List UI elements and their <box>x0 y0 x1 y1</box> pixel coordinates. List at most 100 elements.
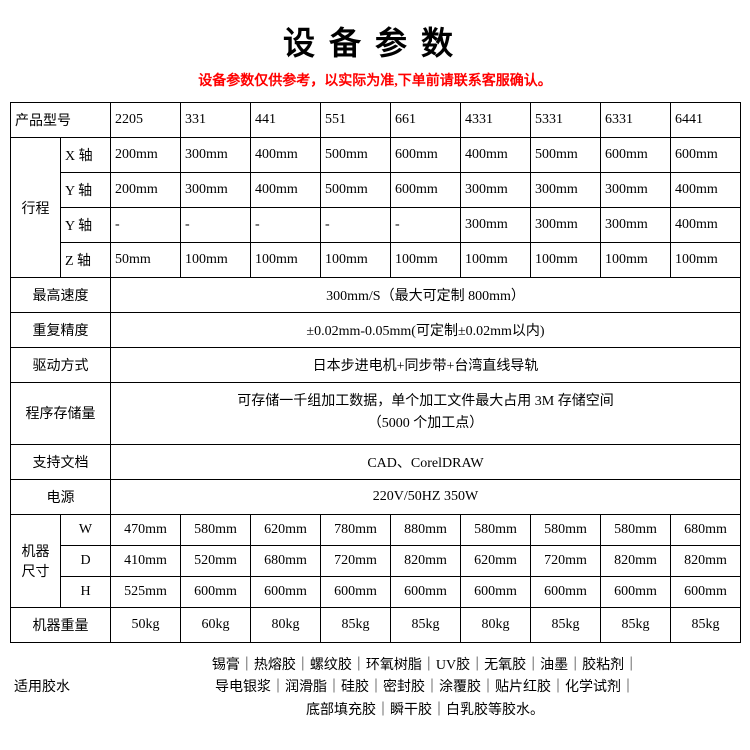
glue-line1: 锡膏｜热熔胶｜螺纹胶｜环氧树脂｜UV胶｜无氧胶｜油墨｜胶粘剂｜ <box>212 658 638 673</box>
cell: 85kg <box>531 607 601 642</box>
cell: 400mm <box>671 173 741 208</box>
table-row: 最高速度 300mm/S（最大可定制 800mm） <box>11 278 741 313</box>
cell: 300mm <box>181 138 251 173</box>
cell-drive: 日本步进电机+同步带+台湾直线导轨 <box>111 348 741 383</box>
cell: 100mm <box>391 243 461 278</box>
table-row: Z 轴 50mm 100mm 100mm 100mm 100mm 100mm 1… <box>11 243 741 278</box>
table-row: H 525mm 600mm 600mm 600mm 600mm 600mm 60… <box>11 576 741 607</box>
cell: 600mm <box>601 138 671 173</box>
table-row: D 410mm 520mm 680mm 720mm 820mm 620mm 72… <box>11 545 741 576</box>
spec-table: 产品型号 2205 331 441 551 661 4331 5331 6331… <box>10 102 741 643</box>
cell: 6331 <box>601 103 671 138</box>
cell: - <box>321 208 391 243</box>
label-axis-z: Z 轴 <box>61 243 111 278</box>
cell: - <box>391 208 461 243</box>
cell-power: 220V/50HZ 350W <box>111 479 741 514</box>
storage-line2: （5000 个加工点） <box>368 416 484 431</box>
cell: 500mm <box>531 138 601 173</box>
cell: 85kg <box>671 607 741 642</box>
cell: 600mm <box>181 576 251 607</box>
cell: 2205 <box>111 103 181 138</box>
cell: 300mm <box>601 173 671 208</box>
cell: 880mm <box>391 514 461 545</box>
cell: 720mm <box>531 545 601 576</box>
table-row: 电源 220V/50HZ 350W <box>11 479 741 514</box>
glue-table: 适用胶水 锡膏｜热熔胶｜螺纹胶｜环氧树脂｜UV胶｜无氧胶｜油墨｜胶粘剂｜ 导电银… <box>10 643 740 734</box>
cell: 300mm <box>531 173 601 208</box>
cell: 500mm <box>321 138 391 173</box>
label-dim-w: W <box>61 514 111 545</box>
label-axis-x: X 轴 <box>61 138 111 173</box>
label-dim-d: D <box>61 545 111 576</box>
table-row: 产品型号 2205 331 441 551 661 4331 5331 6331… <box>11 103 741 138</box>
table-row: 机器尺寸 W 470mm 580mm 620mm 780mm 880mm 580… <box>11 514 741 545</box>
cell: 300mm <box>601 208 671 243</box>
table-row: 行程 X 轴 200mm 300mm 400mm 500mm 600mm 400… <box>11 138 741 173</box>
cell: 100mm <box>531 243 601 278</box>
cell: 300mm <box>181 173 251 208</box>
label-weight: 机器重量 <box>11 607 111 642</box>
cell: 580mm <box>601 514 671 545</box>
cell: 80kg <box>461 607 531 642</box>
cell: 331 <box>181 103 251 138</box>
cell: 580mm <box>531 514 601 545</box>
label-model: 产品型号 <box>11 103 111 138</box>
cell-glue: 锡膏｜热熔胶｜螺纹胶｜环氧树脂｜UV胶｜无氧胶｜油墨｜胶粘剂｜ 导电银浆｜润滑脂… <box>110 643 740 734</box>
table-row: 驱动方式 日本步进电机+同步带+台湾直线导轨 <box>11 348 741 383</box>
cell: 100mm <box>671 243 741 278</box>
cell: 100mm <box>251 243 321 278</box>
cell: 100mm <box>601 243 671 278</box>
cell: 470mm <box>111 514 181 545</box>
cell-max-speed: 300mm/S（最大可定制 800mm） <box>111 278 741 313</box>
label-max-speed: 最高速度 <box>11 278 111 313</box>
label-drive: 驱动方式 <box>11 348 111 383</box>
cell-repeat: ±0.02mm-0.05mm(可定制±0.02mm以内) <box>111 313 741 348</box>
cell: 50kg <box>111 607 181 642</box>
cell: 525mm <box>111 576 181 607</box>
label-stroke: 行程 <box>11 138 61 278</box>
cell: 661 <box>391 103 461 138</box>
cell: 200mm <box>111 138 181 173</box>
cell: 600mm <box>671 576 741 607</box>
cell: 620mm <box>461 545 531 576</box>
table-row: 机器重量 50kg 60kg 80kg 85kg 85kg 80kg 85kg … <box>11 607 741 642</box>
cell: 820mm <box>671 545 741 576</box>
page-subtitle: 设备参数仅供参考，以实际为准,下单前请联系客服确认。 <box>10 70 740 90</box>
cell: 50mm <box>111 243 181 278</box>
cell: 680mm <box>671 514 741 545</box>
cell: 500mm <box>321 173 391 208</box>
label-power: 电源 <box>11 479 111 514</box>
cell-storage: 可存储一千组加工数据，单个加工文件最大占用 3M 存储空间 （5000 个加工点… <box>111 383 741 445</box>
cell: 200mm <box>111 173 181 208</box>
cell: 600mm <box>321 576 391 607</box>
cell: 680mm <box>251 545 321 576</box>
cell: 400mm <box>671 208 741 243</box>
cell: 720mm <box>321 545 391 576</box>
cell: 4331 <box>461 103 531 138</box>
cell: 551 <box>321 103 391 138</box>
cell: 100mm <box>181 243 251 278</box>
cell: 300mm <box>461 208 531 243</box>
cell: 600mm <box>391 138 461 173</box>
cell: 441 <box>251 103 321 138</box>
label-size: 机器尺寸 <box>11 514 61 607</box>
cell: 600mm <box>531 576 601 607</box>
cell: 410mm <box>111 545 181 576</box>
cell: 580mm <box>461 514 531 545</box>
cell-docs: CAD、CorelDRAW <box>111 444 741 479</box>
cell: 520mm <box>181 545 251 576</box>
table-row: 重复精度 ±0.02mm-0.05mm(可定制±0.02mm以内) <box>11 313 741 348</box>
cell: 85kg <box>391 607 461 642</box>
page-title: 设备参数 <box>10 18 740 64</box>
storage-line1: 可存储一千组加工数据，单个加工文件最大占用 3M 存储空间 <box>237 394 613 409</box>
cell: 85kg <box>321 607 391 642</box>
table-row: 适用胶水 锡膏｜热熔胶｜螺纹胶｜环氧树脂｜UV胶｜无氧胶｜油墨｜胶粘剂｜ 导电银… <box>10 643 740 734</box>
label-repeat: 重复精度 <box>11 313 111 348</box>
table-row: Y 轴 - - - - - 300mm 300mm 300mm 400mm <box>11 208 741 243</box>
cell: 300mm <box>461 173 531 208</box>
cell: 85kg <box>601 607 671 642</box>
cell: 780mm <box>321 514 391 545</box>
cell: 100mm <box>461 243 531 278</box>
cell: 600mm <box>601 576 671 607</box>
glue-line3: 底部填充胶｜瞬干胶｜白乳胶等胶水。 <box>306 703 544 718</box>
